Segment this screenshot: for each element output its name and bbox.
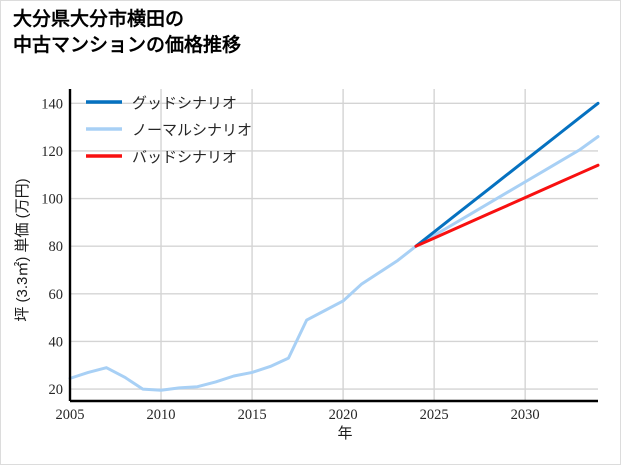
x-tick-label: 2015 <box>238 407 267 423</box>
x-tick-label: 2005 <box>56 407 85 423</box>
x-tick-labels: 2005 2010 2015 2020 2025 2030 <box>56 407 540 423</box>
y-tick-label: 40 <box>49 334 64 350</box>
x-tick-label: 2030 <box>511 407 540 423</box>
series-line-2 <box>68 135 600 392</box>
x-axis-title: 年 <box>337 425 352 442</box>
y-axis-title: 坪 (3.3㎡) 単価 (万円) <box>14 178 31 321</box>
y-tick-label: 120 <box>41 144 63 160</box>
legend-label-3: バッドシナリオ <box>132 150 237 166</box>
y-tick-label: 80 <box>49 239 64 255</box>
legend-label-1: グッドシナリオ <box>132 95 237 112</box>
y-tick-label: 60 <box>49 287 64 303</box>
legend-label-2: ノーマルシナリオ <box>132 123 252 139</box>
x-tick-label: 2025 <box>420 407 449 423</box>
series-line-1 <box>414 101 600 248</box>
x-tick-label: 2020 <box>329 407 358 423</box>
axis-spines <box>68 89 598 403</box>
series-line-3 <box>414 163 600 248</box>
chart-title: 大分県大分市横田の 中古マンションの価格推移 <box>13 9 242 57</box>
y-tick-label: 140 <box>41 96 63 112</box>
x-tick-label: 2010 <box>147 407 176 423</box>
series-lines <box>68 101 600 392</box>
y-tick-label: 20 <box>49 382 64 398</box>
y-tick-label: 100 <box>41 192 63 208</box>
y-tick-labels: 20 40 60 80 100 120 140 <box>41 96 63 398</box>
